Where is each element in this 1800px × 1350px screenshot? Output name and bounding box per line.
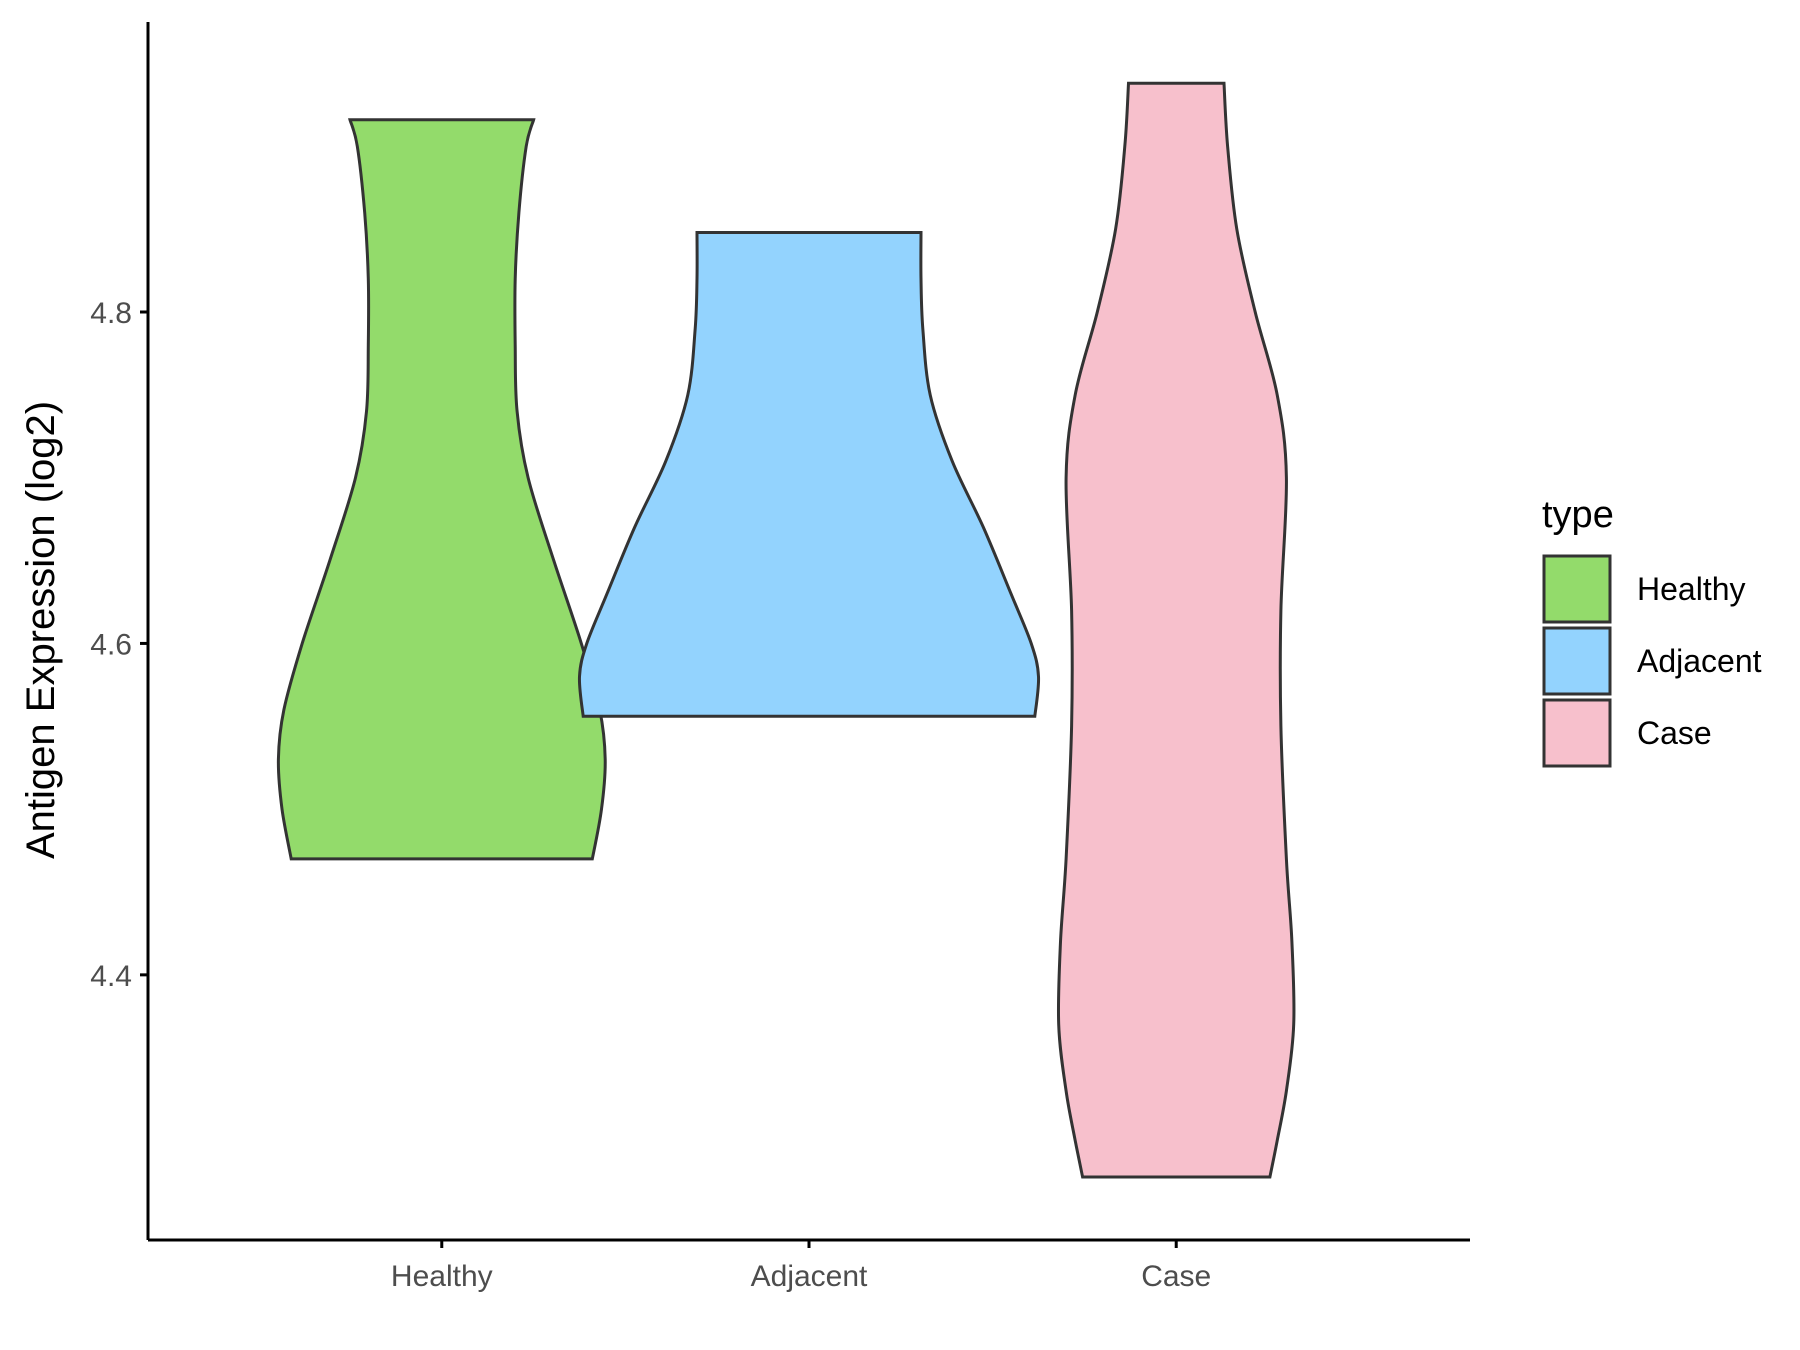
y-ticks: 4.4 4.6 4.8 (90, 297, 148, 993)
x-tick-label: Case (1141, 1260, 1211, 1293)
legend-swatch-adjacent (1542, 626, 1612, 696)
x-ticks: Healthy Adjacent Case (391, 1240, 1211, 1293)
y-tick-label: 4.8 (90, 297, 132, 330)
violin-group (276, 81, 1296, 1179)
violin-healthy (276, 118, 607, 861)
y-axis-title: Antigen Expression (log2) (19, 401, 63, 859)
violin-adjacent (577, 231, 1041, 718)
legend-swatch-case (1542, 698, 1612, 768)
legend-title: type (1542, 494, 1614, 536)
y-tick-label: 4.4 (90, 960, 132, 993)
violin-case (1056, 81, 1296, 1179)
legend-swatch-healthy (1542, 554, 1612, 624)
legend: type Healthy Adjacent Case (1542, 494, 1762, 768)
legend-label: Adjacent (1637, 643, 1762, 679)
y-tick-label: 4.6 (90, 628, 132, 661)
legend-label: Case (1637, 715, 1712, 751)
legend-label: Healthy (1637, 571, 1746, 607)
x-tick-label: Adjacent (751, 1260, 868, 1293)
x-tick-label: Healthy (391, 1260, 493, 1293)
